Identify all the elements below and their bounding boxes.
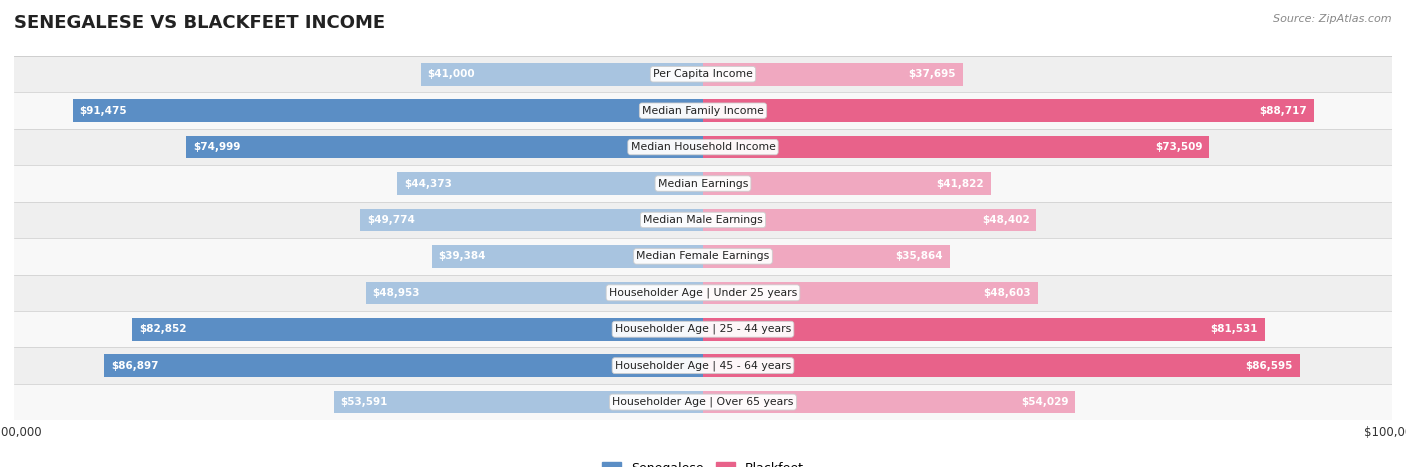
Text: $53,591: $53,591 bbox=[340, 397, 388, 407]
Text: $35,864: $35,864 bbox=[896, 251, 943, 262]
Text: $39,384: $39,384 bbox=[439, 251, 486, 262]
Text: $82,852: $82,852 bbox=[139, 324, 187, 334]
Text: $41,000: $41,000 bbox=[427, 69, 475, 79]
Text: $86,595: $86,595 bbox=[1246, 361, 1292, 371]
Bar bbox=[14, 311, 1392, 347]
Text: Householder Age | 45 - 64 years: Householder Age | 45 - 64 years bbox=[614, 361, 792, 371]
Bar bbox=[703, 136, 1209, 158]
Text: Per Capita Income: Per Capita Income bbox=[652, 69, 754, 79]
Bar bbox=[432, 245, 703, 268]
Text: $44,373: $44,373 bbox=[404, 178, 453, 189]
Bar bbox=[333, 391, 703, 413]
Bar bbox=[703, 391, 1076, 413]
Bar bbox=[703, 99, 1315, 122]
Text: Source: ZipAtlas.com: Source: ZipAtlas.com bbox=[1274, 14, 1392, 24]
Text: $86,897: $86,897 bbox=[111, 361, 159, 371]
Text: $49,774: $49,774 bbox=[367, 215, 415, 225]
Text: Median Male Earnings: Median Male Earnings bbox=[643, 215, 763, 225]
Bar bbox=[366, 282, 703, 304]
Text: Householder Age | 25 - 44 years: Householder Age | 25 - 44 years bbox=[614, 324, 792, 334]
Bar bbox=[14, 275, 1392, 311]
Bar bbox=[14, 92, 1392, 129]
Bar bbox=[420, 63, 703, 85]
Text: $54,029: $54,029 bbox=[1021, 397, 1069, 407]
Text: $37,695: $37,695 bbox=[908, 69, 956, 79]
Bar bbox=[14, 129, 1392, 165]
Bar bbox=[703, 172, 991, 195]
Bar bbox=[703, 63, 963, 85]
Bar bbox=[703, 282, 1038, 304]
Text: SENEGALESE VS BLACKFEET INCOME: SENEGALESE VS BLACKFEET INCOME bbox=[14, 14, 385, 32]
Text: $81,531: $81,531 bbox=[1211, 324, 1258, 334]
Text: $41,822: $41,822 bbox=[936, 178, 984, 189]
Text: Householder Age | Over 65 years: Householder Age | Over 65 years bbox=[612, 397, 794, 407]
Bar bbox=[360, 209, 703, 231]
Bar bbox=[132, 318, 703, 340]
Text: $73,509: $73,509 bbox=[1156, 142, 1202, 152]
Text: $88,717: $88,717 bbox=[1260, 106, 1308, 116]
Bar bbox=[187, 136, 703, 158]
Bar bbox=[73, 99, 703, 122]
Text: $48,402: $48,402 bbox=[981, 215, 1029, 225]
Bar bbox=[14, 238, 1392, 275]
Text: Median Family Income: Median Family Income bbox=[643, 106, 763, 116]
Bar bbox=[703, 209, 1036, 231]
Bar bbox=[14, 202, 1392, 238]
Bar bbox=[703, 245, 950, 268]
Bar bbox=[703, 354, 1299, 377]
Bar bbox=[14, 165, 1392, 202]
Bar bbox=[398, 172, 703, 195]
Text: Householder Age | Under 25 years: Householder Age | Under 25 years bbox=[609, 288, 797, 298]
Text: Median Earnings: Median Earnings bbox=[658, 178, 748, 189]
Text: $74,999: $74,999 bbox=[193, 142, 240, 152]
Text: $48,953: $48,953 bbox=[373, 288, 420, 298]
Bar bbox=[14, 56, 1392, 92]
Bar bbox=[104, 354, 703, 377]
Text: $48,603: $48,603 bbox=[983, 288, 1031, 298]
Bar bbox=[703, 318, 1265, 340]
Legend: Senegalese, Blackfeet: Senegalese, Blackfeet bbox=[598, 457, 808, 467]
Text: $91,475: $91,475 bbox=[80, 106, 128, 116]
Text: Median Household Income: Median Household Income bbox=[630, 142, 776, 152]
Text: Median Female Earnings: Median Female Earnings bbox=[637, 251, 769, 262]
Bar bbox=[14, 384, 1392, 420]
Bar bbox=[14, 347, 1392, 384]
